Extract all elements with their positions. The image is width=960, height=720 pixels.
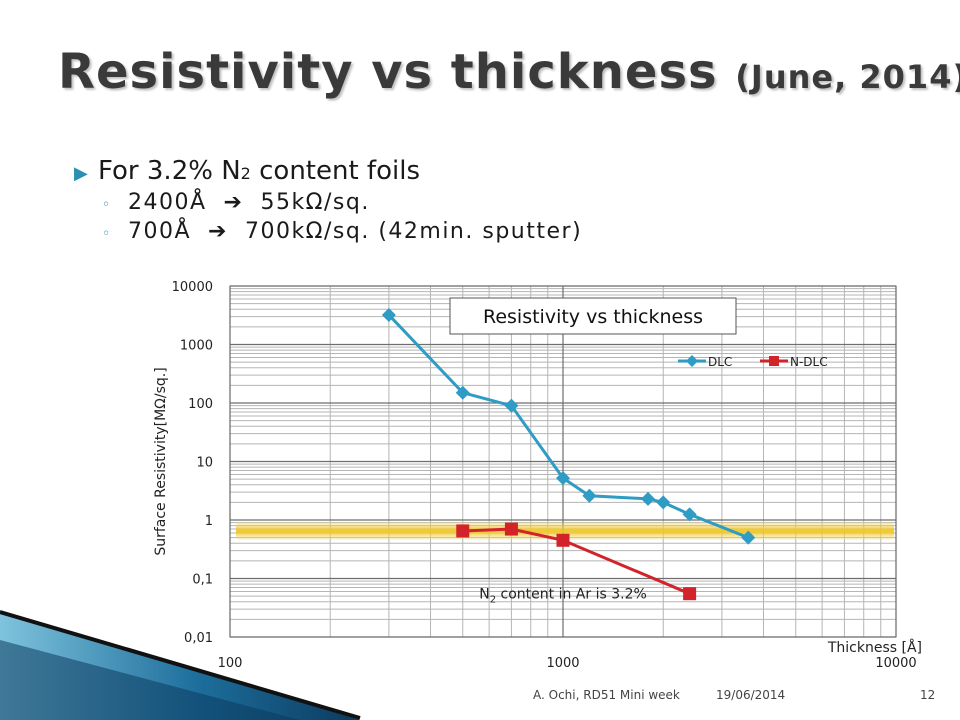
chart-title: Resistivity vs thickness	[483, 306, 703, 328]
sub-bullet-text: 2400Å ➔ 55kΩ/sq.	[128, 190, 370, 215]
slide-title-date: (June, 2014)	[735, 58, 960, 96]
legend-label-n-dlc: N-DLC	[790, 355, 828, 369]
data-point-dlc	[682, 507, 697, 522]
slide-title-main: Resistivity vs thickness	[58, 44, 718, 100]
bullet-text-subscript: 2	[240, 164, 251, 183]
x-axis-label: Thickness [Å]	[827, 639, 922, 656]
y-tick-label: 0,1	[192, 573, 213, 588]
data-point-n-dlc	[456, 524, 470, 538]
corner-ribbon-shadow	[0, 640, 300, 720]
data-point-dlc	[656, 495, 671, 510]
y-tick-label: 10	[196, 456, 213, 471]
y-tick-label: 100	[188, 397, 213, 412]
data-point-dlc	[455, 385, 470, 400]
data-point-dlc	[556, 471, 570, 486]
legend-marker-n-dlc	[769, 356, 779, 366]
x-tick-label: 100	[218, 656, 243, 671]
footer-author: A. Ochi, RD51 Mini week	[533, 688, 680, 702]
data-point-n-dlc	[556, 533, 570, 547]
data-point-dlc	[582, 488, 597, 503]
plot-border	[229, 285, 897, 638]
chart-title-box: Resistivity vs thickness	[449, 297, 737, 335]
chart-legend: DLC N-DLC	[678, 355, 828, 369]
series-n-dlc	[456, 522, 697, 601]
x-tick-label: 1000	[546, 656, 579, 671]
sub-bullet-item: ◦ 700Å ➔ 700kΩ/sq. (42min. sputter)	[102, 219, 582, 244]
bullet-text-suffix: content foils	[250, 156, 420, 186]
legend-label-dlc: DLC	[708, 355, 732, 369]
bullet-text-prefix: For 3.2% N	[98, 156, 241, 186]
footer-page-number: 12	[920, 688, 936, 702]
data-point-dlc	[381, 307, 396, 322]
corner-ribbon-edge	[0, 610, 361, 720]
series-dlc	[381, 307, 756, 545]
slide-title: Resistivity vs thickness (June, 2014)	[58, 44, 960, 100]
y-tick-label: 1000	[180, 339, 213, 354]
corner-decoration	[0, 610, 361, 720]
data-point-n-dlc	[504, 522, 518, 536]
circle-bullet-icon: ◦	[102, 226, 112, 242]
y-tick-label: 1	[205, 514, 213, 529]
y-tick-label: 0,01	[184, 631, 213, 646]
sub-bullet-text: 700Å ➔ 700kΩ/sq. (42min. sputter)	[128, 219, 583, 244]
data-point-dlc	[641, 491, 656, 506]
sub-bullet-item: ◦ 2400Å ➔ 55kΩ/sq.	[102, 190, 582, 215]
data-point-dlc	[504, 398, 519, 413]
circle-bullet-icon: ◦	[102, 197, 112, 213]
legend-marker-dlc	[686, 355, 698, 367]
highlight-band	[236, 521, 894, 540]
footer-date: 19/06/2014	[716, 688, 786, 702]
data-point-dlc	[741, 530, 756, 545]
series-line-n-dlc	[462, 527, 691, 596]
chart-title-frame	[449, 297, 737, 335]
x-tick-label: 10000	[875, 656, 916, 671]
chart-annotation: N2 content in Ar is 3.2%	[479, 587, 647, 606]
arrow-bullet-icon: ▶	[74, 163, 88, 184]
y-axis-label: Surface Resistivity[MΩ/sq.]	[153, 367, 169, 555]
y-tick-label: 10000	[172, 280, 213, 295]
data-point-n-dlc	[683, 587, 697, 601]
